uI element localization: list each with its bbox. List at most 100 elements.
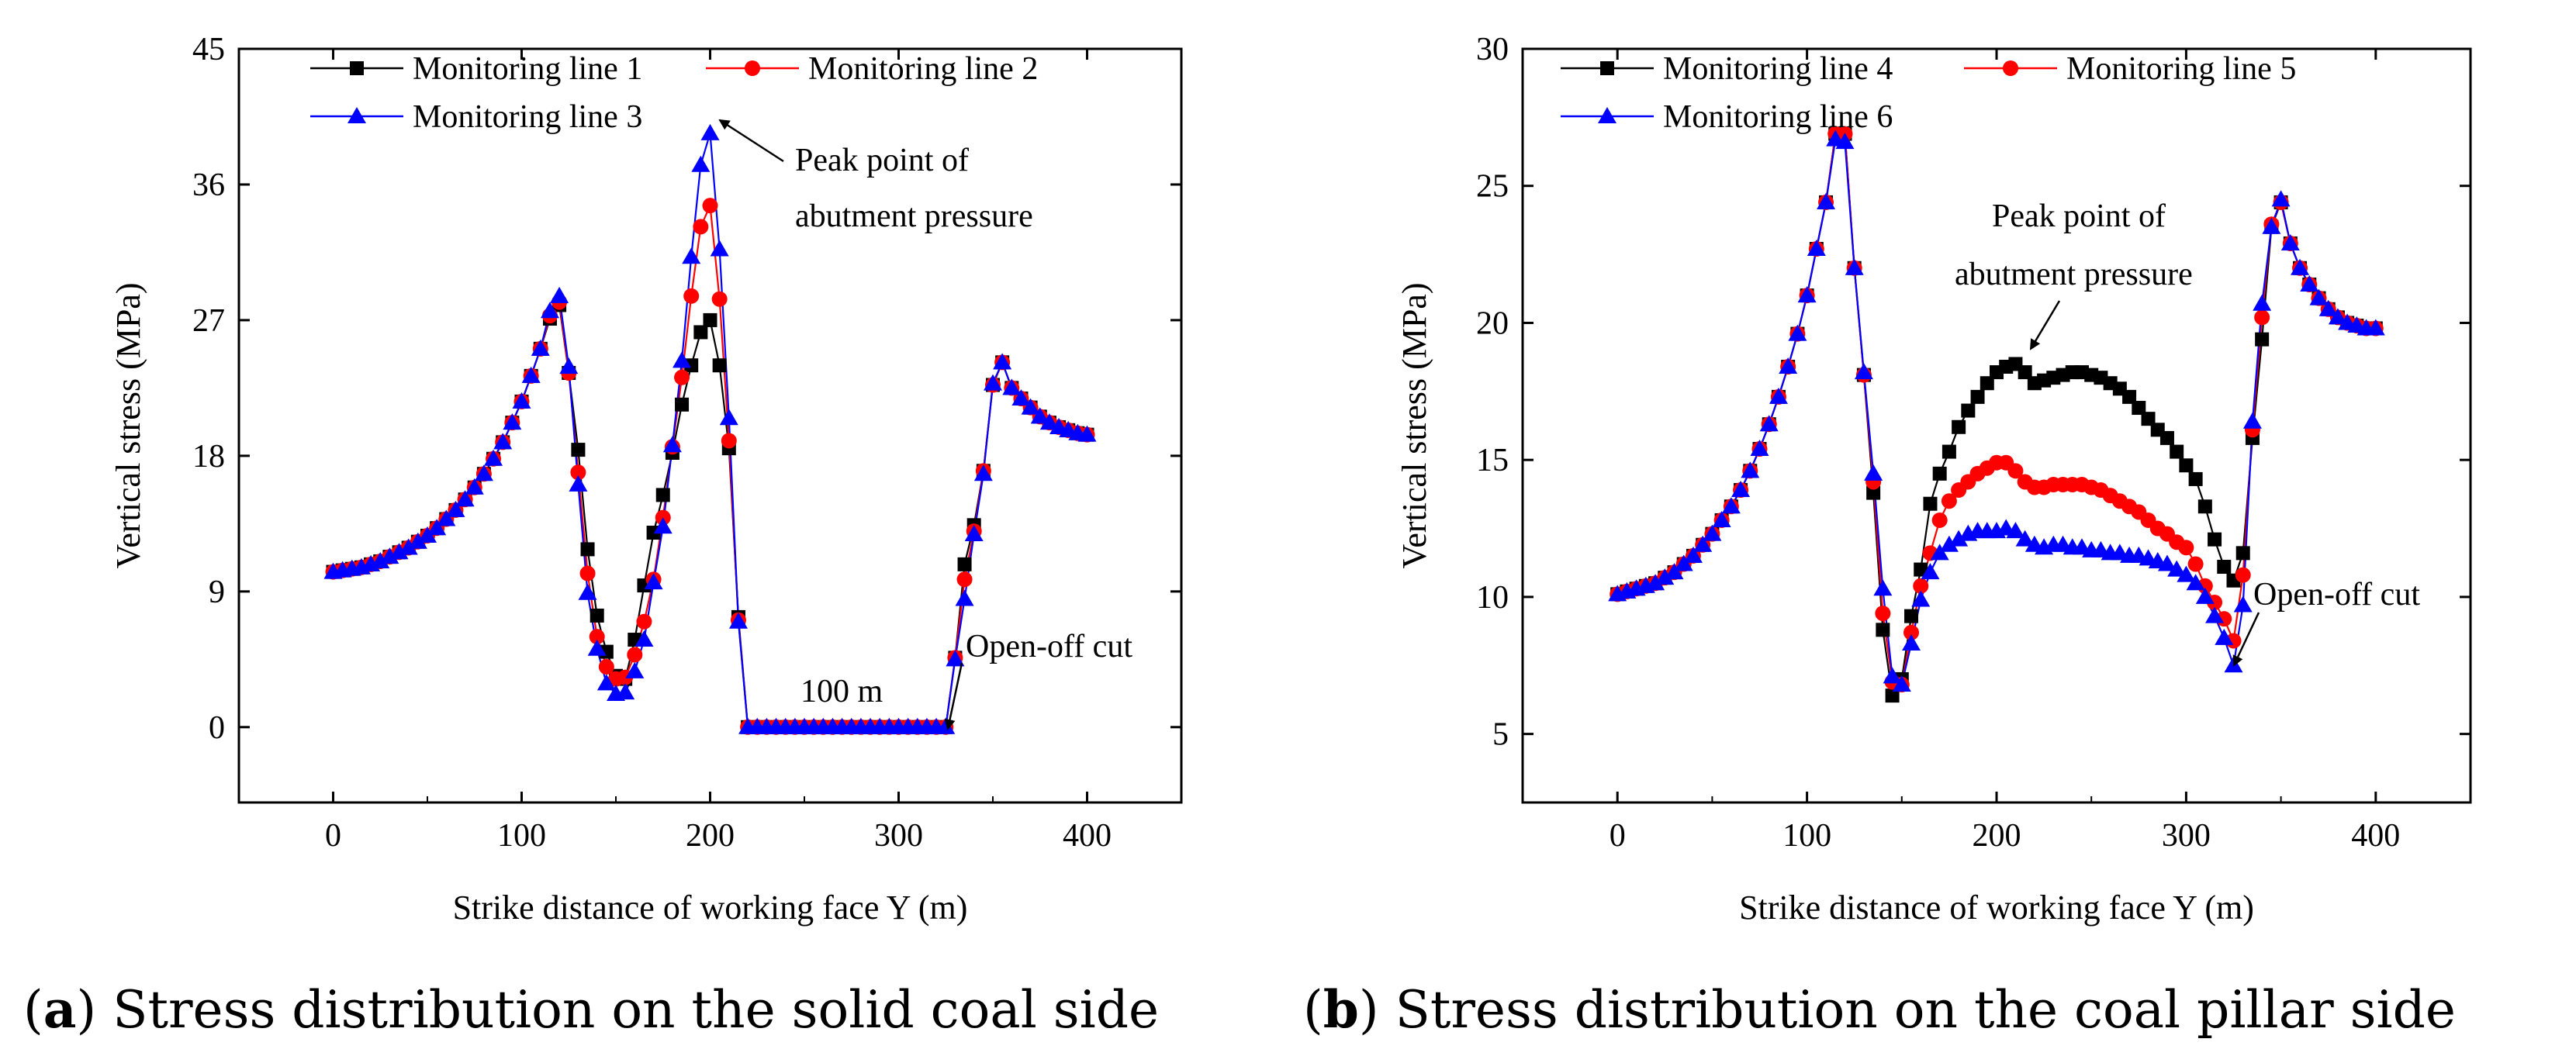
annotation-text: abutment pressure (795, 198, 1033, 234)
data-point (2215, 628, 2234, 645)
data-point (1939, 535, 1959, 552)
data-point (580, 542, 595, 557)
y-tick-label: 25 (1476, 169, 1509, 205)
data-point (616, 683, 635, 700)
data-point (712, 358, 727, 373)
legend-marker (2003, 60, 2018, 76)
data-point (2291, 258, 2310, 275)
data-point (1731, 481, 1751, 498)
data-point (550, 286, 569, 303)
data-point (503, 413, 522, 430)
data-point (2217, 560, 2232, 575)
data-point (1921, 563, 1940, 580)
caption-a-letter: a (43, 979, 77, 1040)
data-point (521, 366, 541, 383)
data-point (1030, 407, 1049, 424)
data-point (2157, 554, 2177, 571)
data-point (1683, 546, 1703, 563)
y-tick-label: 27 (192, 303, 225, 339)
y-tick-label: 20 (1476, 305, 1509, 341)
annotation-arrow (2029, 300, 2061, 350)
data-point (2242, 412, 2262, 429)
data-point (1864, 464, 1883, 481)
data-point (984, 374, 1002, 391)
legend-marker (745, 60, 760, 76)
data-point (484, 449, 503, 466)
data-point (2271, 190, 2291, 207)
data-point (1769, 387, 1788, 404)
x-tick-label: 200 (686, 818, 735, 854)
data-point (700, 123, 720, 140)
data-point (2255, 332, 2270, 347)
data-point (408, 532, 427, 549)
caption-b-letter: b (1323, 979, 1359, 1040)
data-point (540, 302, 559, 319)
y-tick-label: 15 (1476, 443, 1509, 478)
data-point (1914, 562, 1928, 577)
data-point (590, 608, 604, 623)
data-point (2177, 565, 2196, 582)
x-axis-label: Strike distance of working face Y (m) (453, 889, 968, 927)
annotation-text: 100 m (800, 674, 883, 709)
x-axis-label: Strike distance of working face Y (m) (1739, 889, 2254, 927)
annotation-arrow (2232, 612, 2260, 667)
data-point (2366, 319, 2385, 336)
data-point (693, 219, 709, 235)
data-point (2235, 567, 2251, 583)
data-point (2253, 294, 2272, 311)
data-point (371, 551, 390, 568)
data-point (587, 639, 607, 656)
data-point (1646, 574, 1665, 591)
data-point (1970, 389, 1985, 404)
data-point (1750, 440, 1769, 457)
y-tick-label: 36 (192, 167, 225, 203)
data-point (1721, 497, 1741, 514)
data-point (1952, 419, 1966, 434)
data-point (625, 661, 645, 678)
y-tick-label: 5 (1492, 717, 1509, 753)
data-point (579, 565, 596, 582)
y-tick-label: 10 (1476, 580, 1509, 616)
y-tick-label: 45 (192, 32, 225, 67)
data-point (1932, 466, 1947, 481)
data-point (710, 240, 729, 257)
data-point (2254, 309, 2270, 326)
legend-label: Monitoring line 5 (2066, 51, 2296, 87)
data-point (474, 464, 493, 481)
data-point (1876, 623, 1890, 637)
data-point (570, 464, 586, 481)
data-point (691, 155, 711, 172)
data-point (955, 589, 974, 606)
data-point (1883, 667, 1902, 684)
data-point (721, 433, 737, 449)
x-tick-label: 100 (1782, 818, 1831, 854)
data-point (1703, 524, 1722, 541)
data-point (1911, 590, 1931, 607)
data-point (627, 647, 643, 663)
data-point (946, 650, 965, 667)
data-point (673, 351, 692, 368)
data-point (1873, 579, 1893, 596)
annotation-text: Open-off cut (966, 629, 1132, 664)
y-tick-label: 0 (209, 710, 225, 746)
data-point (1077, 425, 1097, 442)
caption-b-text: Stress distribution on the coal pillar s… (1379, 980, 2456, 1040)
legend-label: Monitoring line 3 (413, 99, 642, 135)
data-point (1674, 554, 1693, 571)
data-point (2167, 560, 2187, 577)
data-point (427, 519, 447, 536)
x-tick-label: 0 (325, 818, 341, 854)
data-point (559, 357, 579, 374)
data-point (675, 397, 690, 412)
data-point (1931, 512, 1948, 528)
data-point (1913, 578, 1929, 594)
data-point (957, 557, 972, 571)
data-point (1923, 496, 1938, 511)
data-point (1875, 606, 1891, 622)
data-point (703, 312, 717, 327)
data-point (493, 433, 513, 450)
data-point (1980, 376, 1994, 391)
data-point (589, 629, 605, 645)
data-point (2179, 458, 2194, 473)
data-point (2262, 217, 2281, 234)
